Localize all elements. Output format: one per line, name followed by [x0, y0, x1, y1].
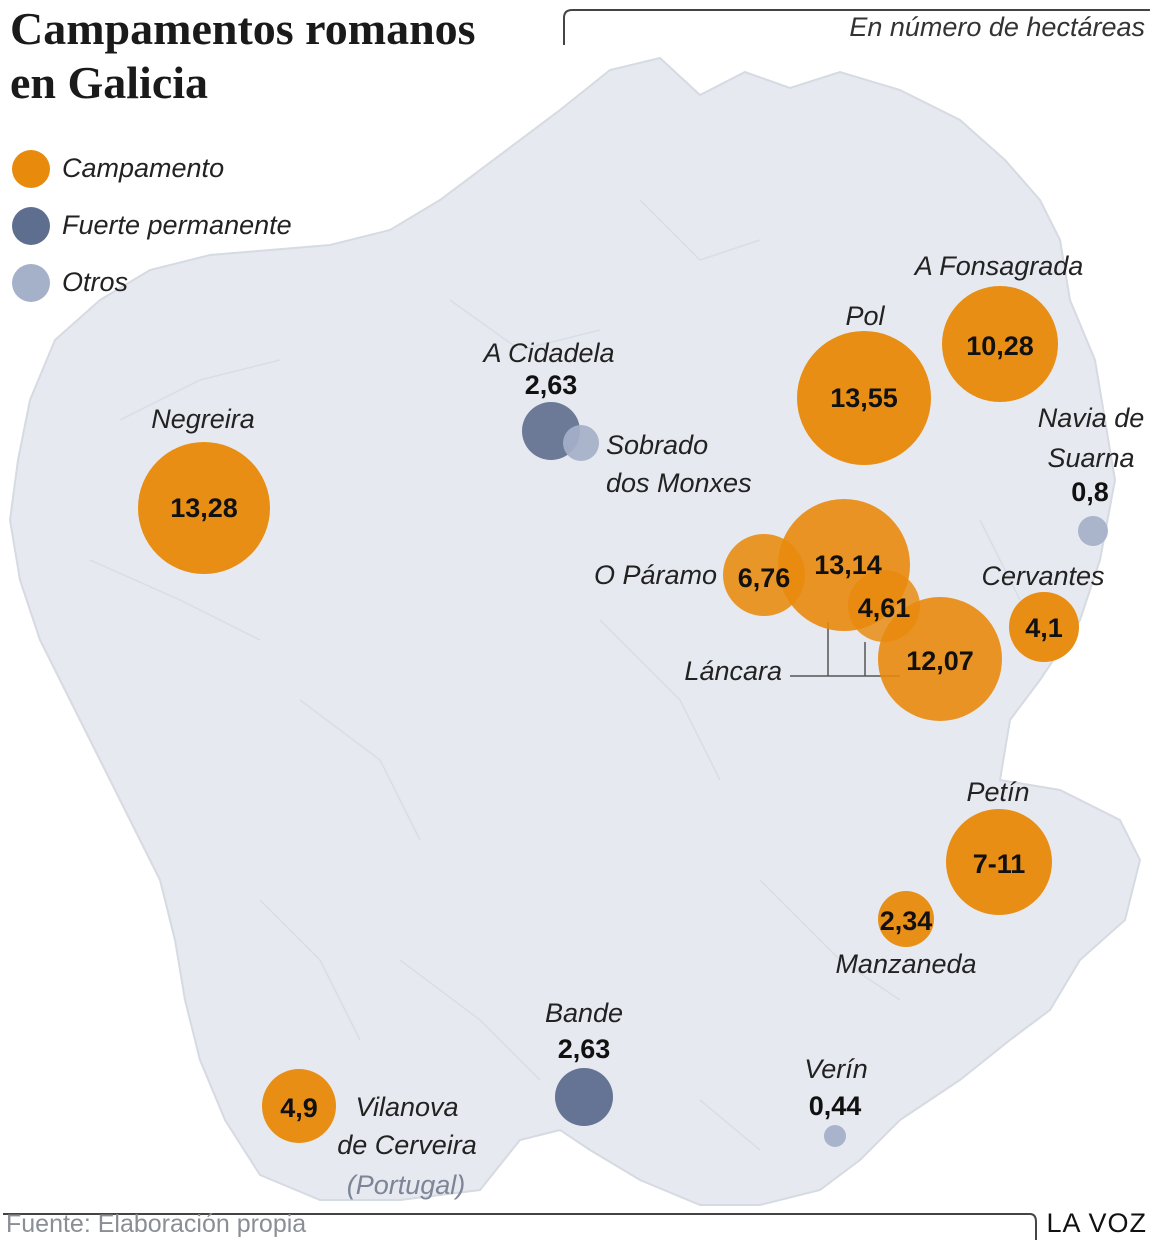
negreira-value: 13,28 [170, 493, 238, 523]
land-texture [89, 199, 1021, 1151]
pol-value: 13,55 [830, 383, 898, 413]
bande-bubble [555, 1068, 613, 1126]
legend-item-otros: Otros [12, 254, 292, 311]
cervantes-value: 4,1 [1025, 613, 1063, 643]
legend-label: Fuerte permanente [62, 210, 292, 240]
subtitle: En número de hectáreas [849, 12, 1145, 42]
fonsagrada-value: 10,28 [966, 331, 1034, 361]
legend: Campamento Fuerte permanente Otros [12, 140, 292, 311]
bande-label: Bande [545, 998, 623, 1028]
vilanova-country-label: (Portugal) [347, 1170, 466, 1200]
petin-value: 7-11 [973, 849, 1026, 879]
negreira-bubble [138, 442, 270, 574]
petin-bubble [946, 809, 1052, 915]
verin-value: 0,44 [809, 1091, 862, 1121]
source-note: Fuente: Elaboración propia [6, 1210, 307, 1238]
verin-bubble [824, 1125, 846, 1147]
sobrado-label-line1: Sobrado [606, 430, 708, 460]
paramo-value: 6,76 [738, 563, 791, 593]
cervantes-label: Cervantes [981, 561, 1104, 591]
navia-value: 0,8 [1071, 477, 1109, 507]
navia-bubble [1078, 516, 1108, 546]
negreira-label: Negreira [151, 404, 255, 434]
lancara-a-value: 13,14 [814, 550, 882, 580]
navia-label-line2: Suarna [1047, 443, 1134, 473]
paramo-bubble [723, 534, 805, 616]
lancara-c-value: 12,07 [906, 646, 974, 676]
title-line-2: en Galicia [10, 57, 209, 108]
vilanova-bubble [262, 1069, 336, 1143]
vilanova-label-line2: de Cerveira [337, 1130, 477, 1160]
pol-label: Pol [845, 301, 885, 331]
manzaneda-value: 2,34 [880, 906, 933, 936]
bande-value: 2,63 [558, 1034, 611, 1064]
sobrado-bubble [563, 425, 599, 461]
cidadela-label: A Cidadela [481, 338, 614, 368]
legend-item-fuerte: Fuerte permanente [12, 197, 292, 254]
paramo-label: O Páramo [594, 560, 717, 590]
fonsagrada-label: A Fonsagrada [913, 251, 1084, 281]
navia-label-line1: Navia de [1038, 403, 1145, 433]
manzaneda-bubble [878, 891, 934, 947]
fuerte-swatch [12, 206, 50, 245]
petin-label: Petín [966, 777, 1029, 807]
fonsagrada-bubble [942, 286, 1058, 402]
verin-label: Verín [804, 1054, 868, 1084]
lancara-label: Láncara [684, 656, 782, 686]
page-title: Campamentos romanos en Galicia [10, 2, 570, 110]
vilanova-label-line1: Vilanova [355, 1092, 458, 1122]
footer-rule [3, 1213, 1037, 1240]
brand-logo: LA VOZ [1046, 1208, 1147, 1238]
subtitle-rule [563, 9, 1150, 45]
legend-label: Otros [62, 267, 129, 297]
pol-bubble [797, 331, 931, 465]
title-line-1: Campamentos romanos [10, 3, 476, 54]
otros-swatch [12, 263, 50, 302]
lancara-b-value: 4,61 [858, 593, 911, 623]
campamento-swatch [12, 149, 50, 188]
cidadela-value: 2,63 [525, 370, 578, 400]
sobrado-label-line2: dos Monxes [606, 468, 752, 498]
legend-label: Campamento [62, 153, 225, 183]
vilanova-value: 4,9 [280, 1093, 318, 1123]
legend-item-campamento: Campamento [12, 140, 292, 197]
manzaneda-label: Manzaneda [835, 949, 976, 979]
lancara-b-bubble [848, 570, 920, 642]
cervantes-bubble [1009, 592, 1079, 662]
